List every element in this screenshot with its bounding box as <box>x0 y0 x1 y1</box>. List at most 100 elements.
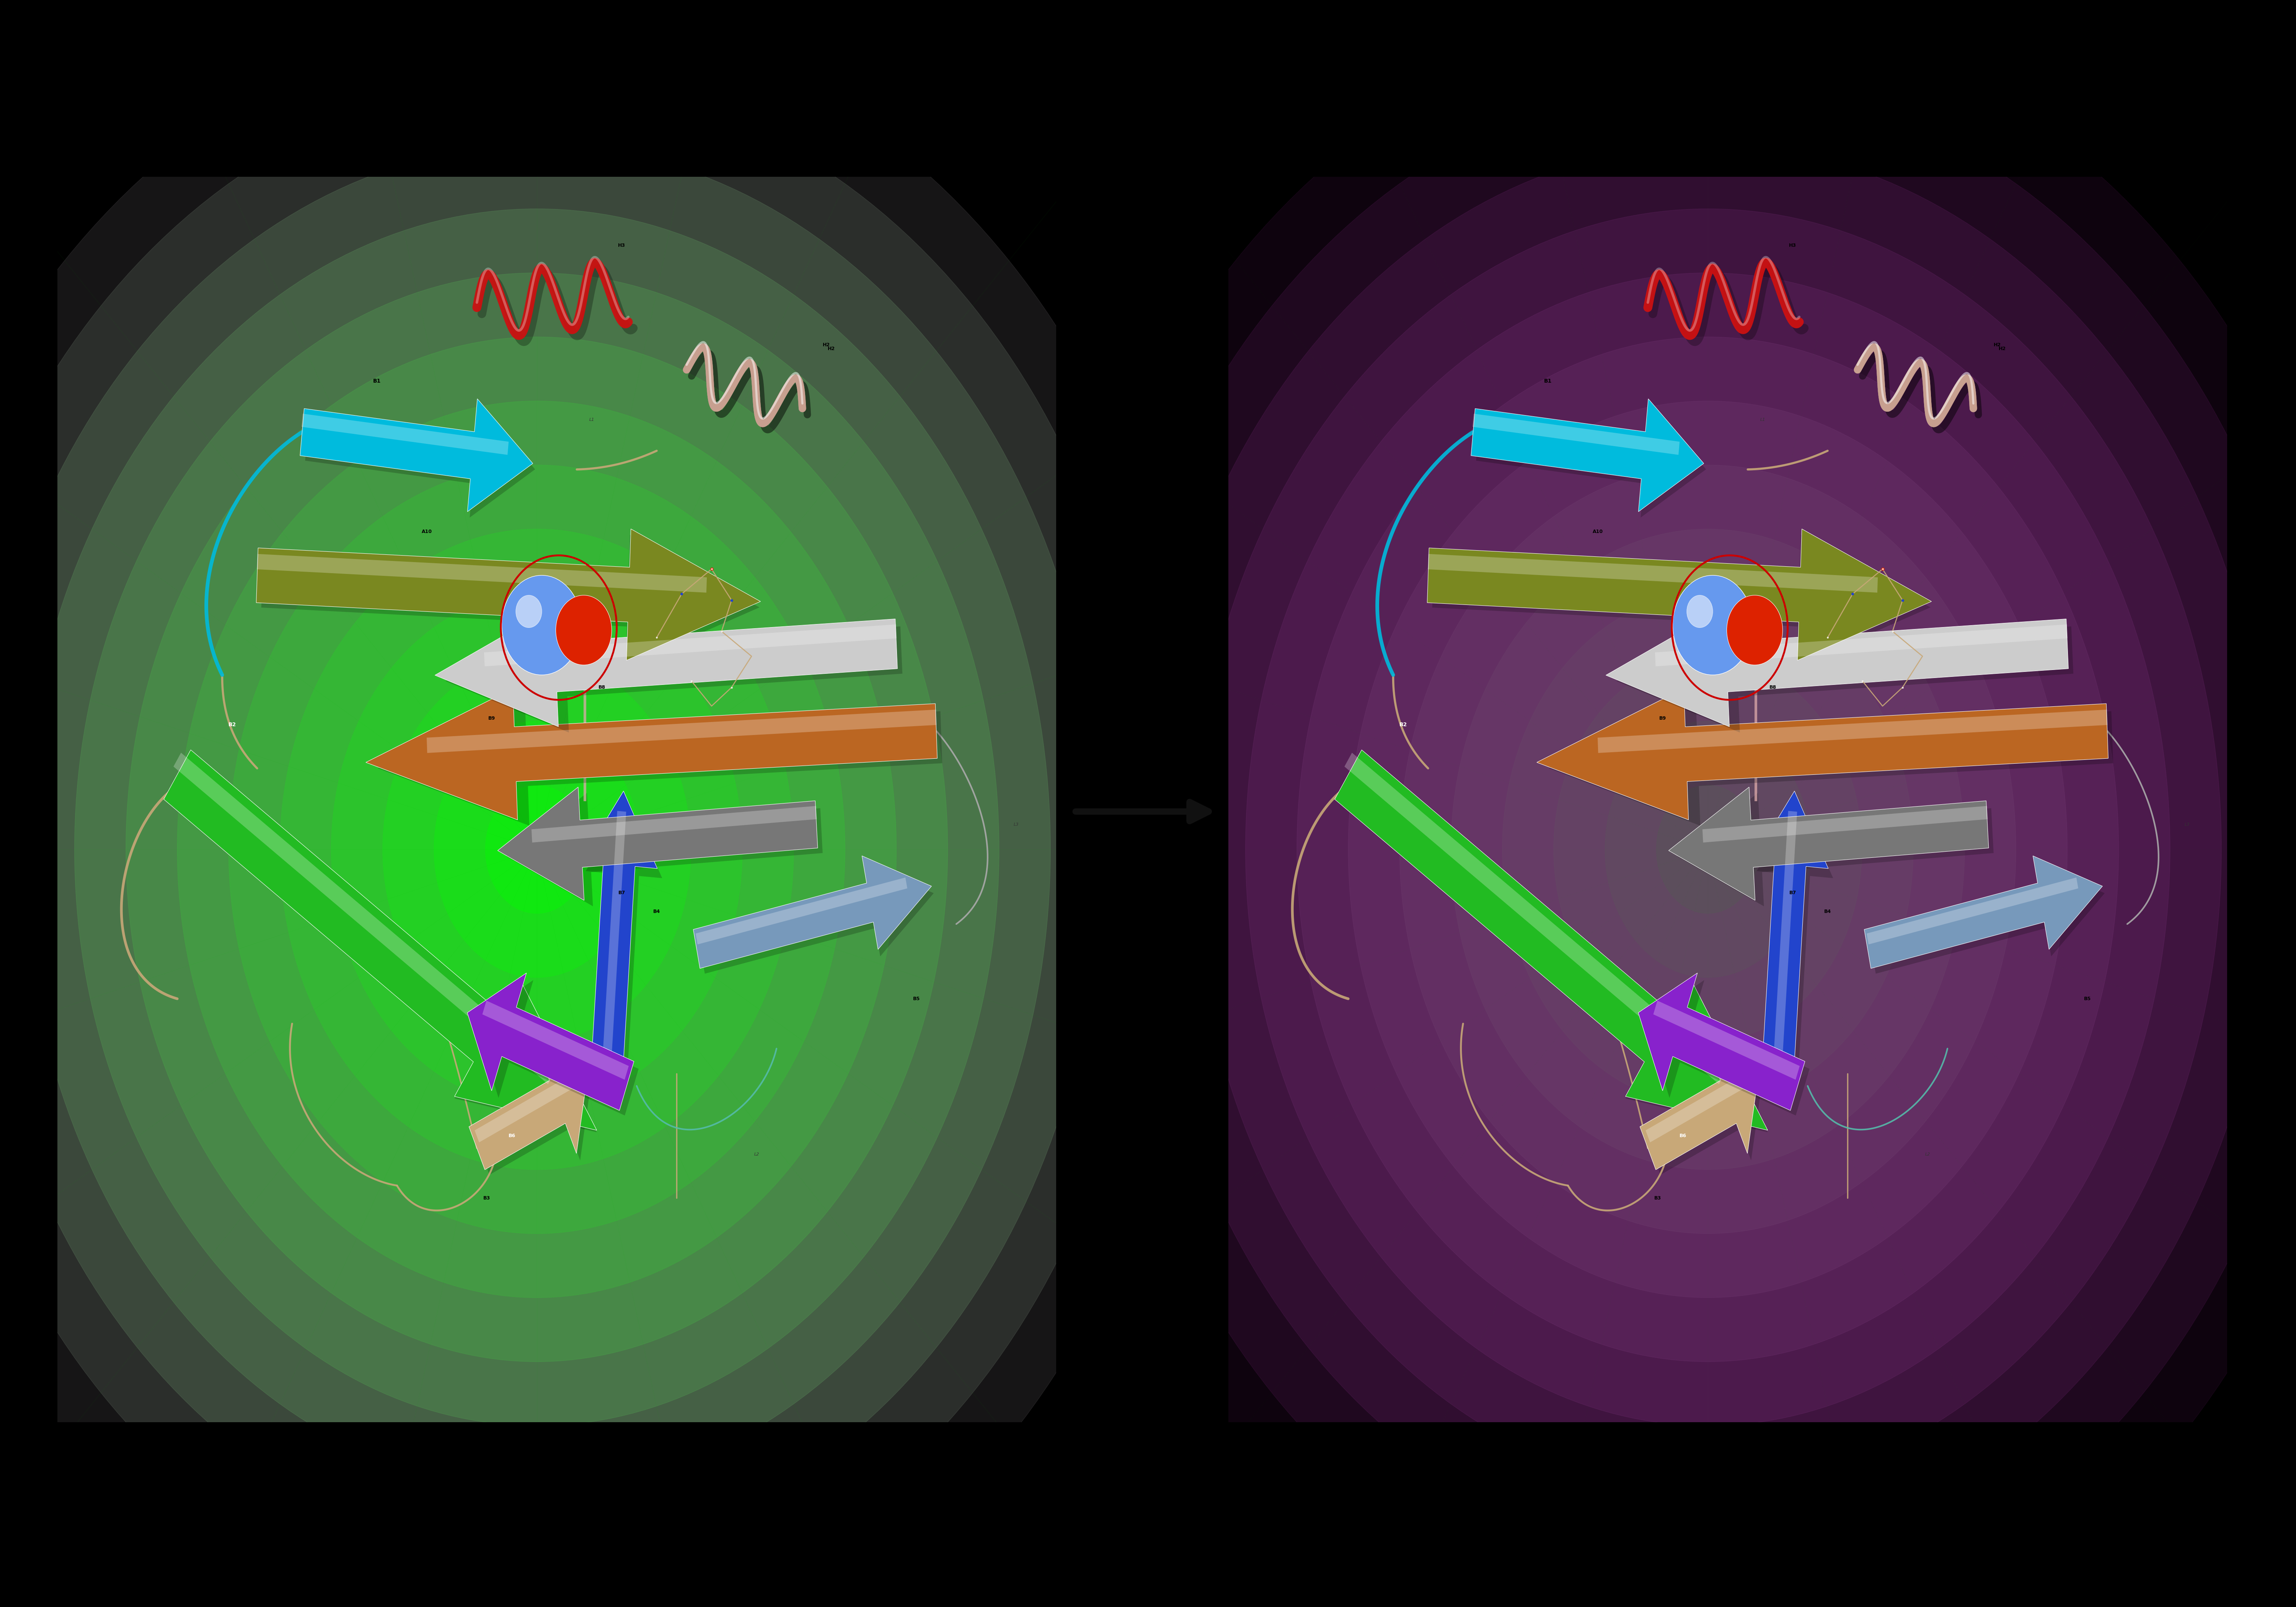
Text: B9: B9 <box>1660 717 1667 722</box>
FancyArrow shape <box>698 863 934 974</box>
Text: B7: B7 <box>1789 890 1795 895</box>
Text: B1: B1 <box>374 378 381 384</box>
FancyArrow shape <box>170 757 597 1133</box>
FancyArrow shape <box>427 710 937 754</box>
Circle shape <box>1451 529 1965 1170</box>
Circle shape <box>1502 593 1913 1106</box>
Circle shape <box>517 595 542 628</box>
Text: B6: B6 <box>1678 1133 1685 1138</box>
FancyArrow shape <box>1476 405 1706 517</box>
Circle shape <box>177 402 895 1298</box>
FancyArrow shape <box>1428 554 1878 593</box>
Circle shape <box>1348 402 2066 1298</box>
Circle shape <box>280 529 794 1170</box>
FancyArrow shape <box>445 614 902 733</box>
FancyArrow shape <box>1869 863 2105 974</box>
Circle shape <box>1688 595 1713 628</box>
Text: H3: H3 <box>1789 243 1795 247</box>
FancyArrow shape <box>1341 757 1768 1133</box>
FancyArrow shape <box>1472 399 1704 511</box>
FancyArrow shape <box>1605 607 2069 726</box>
FancyArrow shape <box>434 607 898 726</box>
Text: B9: B9 <box>489 717 496 722</box>
Text: L3: L3 <box>2183 823 2190 826</box>
Circle shape <box>1297 337 2119 1361</box>
Circle shape <box>230 464 845 1234</box>
FancyArrow shape <box>693 857 932 969</box>
Circle shape <box>23 209 1052 1490</box>
FancyArrow shape <box>498 787 817 900</box>
FancyArrow shape <box>301 413 510 455</box>
FancyArrow shape <box>257 529 760 660</box>
Text: H2: H2 <box>829 346 836 350</box>
Circle shape <box>1143 145 2273 1554</box>
FancyArrow shape <box>1548 694 2112 826</box>
FancyArrow shape <box>475 980 638 1115</box>
Text: L1: L1 <box>590 418 595 421</box>
FancyArrow shape <box>1646 1057 1761 1175</box>
Text: H2: H2 <box>822 342 831 347</box>
Circle shape <box>1727 595 1782 665</box>
Circle shape <box>1605 722 1812 977</box>
Circle shape <box>126 337 948 1361</box>
FancyArrow shape <box>475 1075 576 1143</box>
Text: H2: H2 <box>1993 342 2002 347</box>
Text: B2: B2 <box>227 722 236 728</box>
Circle shape <box>1040 16 2296 1607</box>
FancyArrow shape <box>163 750 597 1130</box>
Circle shape <box>1244 273 2170 1425</box>
Circle shape <box>0 145 1102 1554</box>
Text: B8: B8 <box>1770 685 1777 689</box>
FancyArrow shape <box>1669 787 1988 900</box>
Text: B1: B1 <box>1545 378 1552 384</box>
FancyArrow shape <box>585 800 661 1082</box>
FancyArrow shape <box>174 752 556 1085</box>
FancyArrow shape <box>301 399 533 511</box>
FancyArrow shape <box>1639 1051 1756 1170</box>
Text: B5: B5 <box>914 996 921 1001</box>
Text: A10: A10 <box>1593 529 1603 534</box>
Text: A10: A10 <box>422 529 432 534</box>
Text: B2: B2 <box>1398 722 1407 728</box>
FancyArrow shape <box>602 812 627 1064</box>
Circle shape <box>0 16 1205 1607</box>
Circle shape <box>434 722 641 977</box>
Circle shape <box>484 786 588 913</box>
FancyArrow shape <box>696 877 907 945</box>
FancyArrow shape <box>507 792 822 906</box>
FancyArrow shape <box>1653 1001 1800 1080</box>
FancyArrow shape <box>1756 800 1832 1082</box>
Text: B3: B3 <box>484 1196 491 1200</box>
Circle shape <box>1194 209 2223 1490</box>
FancyArrow shape <box>1345 752 1727 1085</box>
Circle shape <box>1091 80 2296 1607</box>
Text: L2: L2 <box>1924 1152 1931 1157</box>
Text: B4: B4 <box>1823 910 1832 914</box>
Text: H3: H3 <box>618 243 625 247</box>
FancyArrow shape <box>1334 750 1768 1130</box>
FancyArrow shape <box>305 405 535 517</box>
FancyArrow shape <box>1701 807 1988 842</box>
FancyArrow shape <box>257 554 707 593</box>
Circle shape <box>331 593 742 1106</box>
Circle shape <box>0 80 1153 1607</box>
Text: B8: B8 <box>599 685 606 689</box>
Circle shape <box>503 575 581 675</box>
FancyArrow shape <box>1655 625 2069 667</box>
FancyArrow shape <box>475 1057 590 1175</box>
FancyArrow shape <box>1536 688 2108 820</box>
Text: B3: B3 <box>1655 1196 1662 1200</box>
FancyArrow shape <box>1428 529 1931 660</box>
FancyArrow shape <box>1433 535 1931 667</box>
FancyArrow shape <box>482 1001 629 1080</box>
FancyArrow shape <box>1773 812 1798 1064</box>
FancyArrow shape <box>1646 980 1809 1115</box>
Text: L3: L3 <box>1013 823 1019 826</box>
FancyArrow shape <box>1646 1075 1747 1143</box>
FancyArrow shape <box>377 694 941 826</box>
FancyArrow shape <box>1867 877 2078 945</box>
FancyArrow shape <box>1864 857 2103 969</box>
Circle shape <box>1674 575 1752 675</box>
Circle shape <box>1554 657 1862 1041</box>
FancyArrow shape <box>1678 792 1993 906</box>
